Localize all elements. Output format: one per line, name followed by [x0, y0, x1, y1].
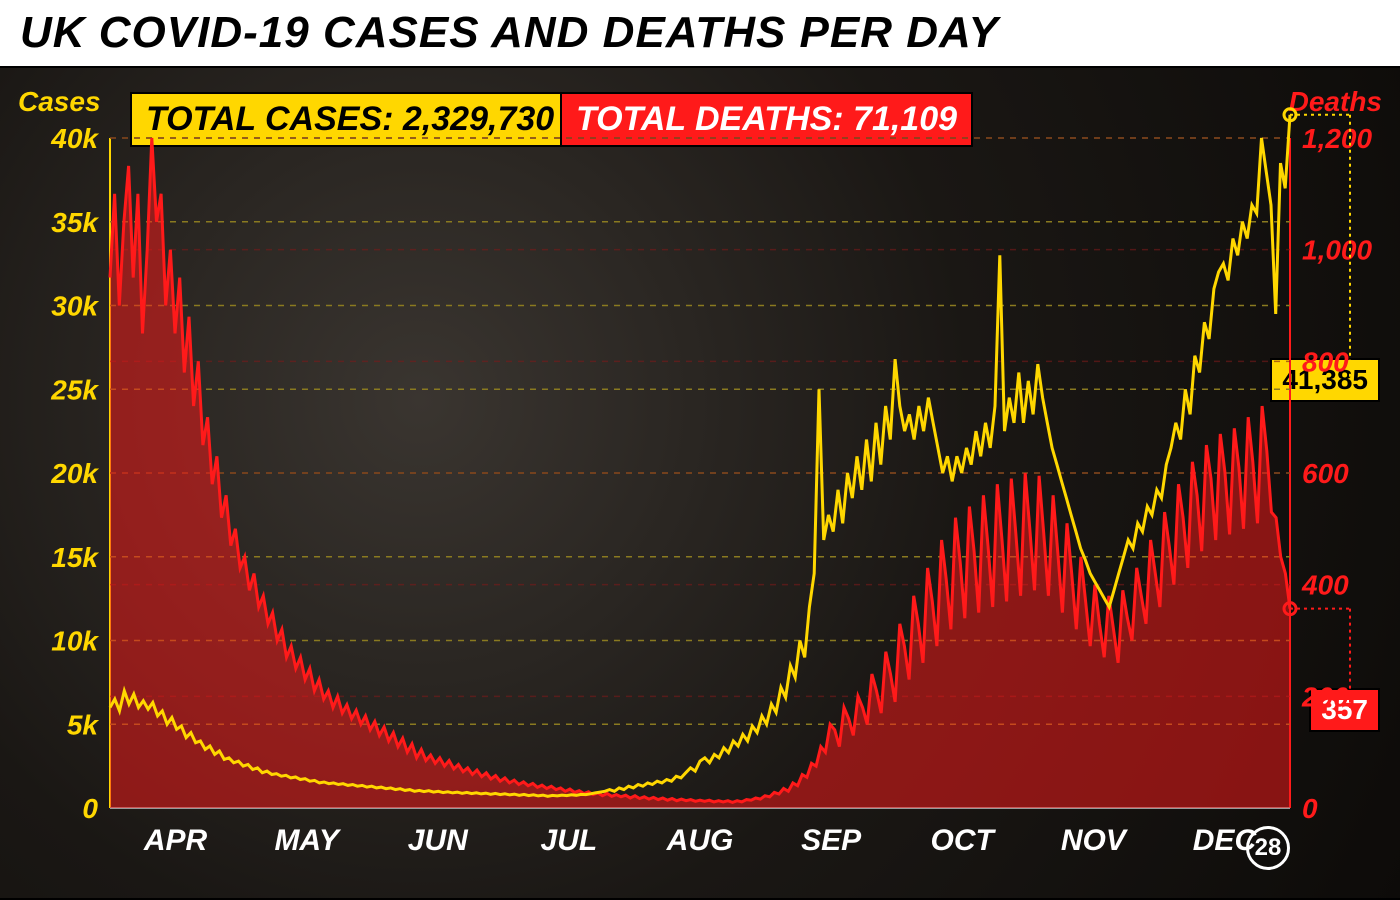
chart-title: UK COVID-19 CASES AND DEATHS PER DAY	[20, 8, 1380, 58]
chart-svg: 0 5k 10k 15k 20k 25k 30k 35k 40k 0 200 400 600 800 1,0…	[0, 68, 1400, 898]
svg-text:400: 400	[1301, 570, 1349, 601]
svg-text:OCT: OCT	[931, 824, 997, 857]
svg-text:40k: 40k	[50, 123, 99, 154]
title-bar: UK COVID-19 CASES AND DEATHS PER DAY	[0, 0, 1400, 68]
svg-text:600: 600	[1302, 458, 1349, 489]
svg-text:800: 800	[1302, 346, 1349, 377]
svg-text:200: 200	[1301, 681, 1349, 712]
svg-text:0: 0	[82, 793, 98, 824]
svg-text:10k: 10k	[51, 626, 99, 657]
chart-area: Cases Deaths TOTAL CASES: 2,329,730 TOTA…	[0, 68, 1400, 898]
svg-text:0: 0	[1302, 793, 1318, 824]
svg-text:APR: APR	[143, 824, 208, 857]
svg-text:20k: 20k	[50, 458, 99, 489]
svg-text:15k: 15k	[51, 542, 99, 573]
highlight-date: 28	[1255, 834, 1282, 862]
svg-text:25k: 25k	[50, 374, 99, 405]
svg-text:AUG: AUG	[666, 824, 734, 857]
svg-text:35k: 35k	[51, 207, 99, 238]
highlight-date-circle: 28	[1246, 826, 1290, 870]
svg-text:JUN: JUN	[408, 824, 469, 857]
svg-text:JUL: JUL	[541, 824, 598, 857]
svg-text:NOV: NOV	[1061, 824, 1129, 857]
svg-text:5k: 5k	[67, 709, 100, 740]
svg-text:MAY: MAY	[274, 824, 341, 857]
svg-text:1,000: 1,000	[1302, 235, 1372, 266]
svg-text:1,200: 1,200	[1302, 123, 1372, 154]
svg-text:SEP: SEP	[801, 824, 862, 857]
svg-text:30k: 30k	[51, 291, 99, 322]
